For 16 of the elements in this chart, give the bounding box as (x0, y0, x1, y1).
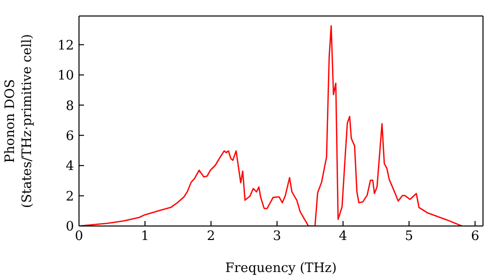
line-series (79, 25, 463, 226)
y-tick-label: 12 (57, 38, 74, 54)
y-tick-label: 6 (66, 128, 74, 144)
y-tick-label: 2 (66, 189, 74, 204)
y-tick-label: 4 (66, 159, 74, 174)
x-tick-label: 1 (140, 229, 150, 244)
y-tick-label: 10 (57, 68, 74, 84)
x-axis-title: Frequency (THz) (225, 261, 337, 276)
x-tick-label: 5 (404, 229, 414, 244)
y-tick-label: 8 (66, 98, 74, 114)
y-tick-label: 0 (66, 220, 74, 235)
x-tick-label: 2 (206, 229, 216, 244)
x-tick-label: 3 (272, 229, 282, 244)
x-tick-label: 4 (338, 229, 348, 244)
y-axis-title: Phonon DOS (States/THz·primitive cell) (3, 34, 35, 208)
x-tick-label: 6 (470, 229, 480, 244)
